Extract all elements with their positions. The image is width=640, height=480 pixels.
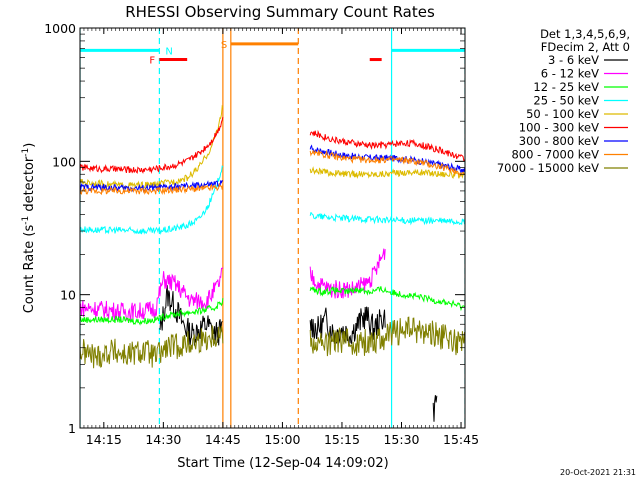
x-tick-label-5: 15:30: [383, 432, 419, 447]
series-line-5-0: [80, 116, 224, 174]
y-label-sup1: -1: [21, 216, 31, 225]
series-line-3-1: [309, 212, 465, 226]
x-tick-label-0: 14:15: [86, 432, 122, 447]
legend-header-2: FDecim 2, Att 0: [541, 40, 630, 54]
legend-label-4: 50 - 100 keV: [526, 107, 599, 121]
series-line-4-0: [80, 104, 224, 191]
annotation-markers: NF S: [80, 40, 465, 67]
legend-label-6: 300 - 800 keV: [519, 134, 599, 148]
series-line-8-0: [80, 325, 224, 369]
footer-timestamp: 20-Oct-2021 21:31: [560, 468, 636, 477]
y-axis-label: Count Rate (s-1 detector-1): [21, 143, 37, 314]
x-tick-label-1: 14:30: [145, 432, 181, 447]
series-line-7-1: [309, 149, 465, 177]
series-line-4-1: [309, 166, 465, 180]
series-line-5-1: [309, 129, 465, 162]
series-line-6-0: [80, 180, 223, 193]
plot-frame: [79, 27, 466, 429]
y-label-mid: detector: [22, 156, 37, 216]
marker-label-S: S: [221, 40, 227, 51]
y-label-sup2: -1: [21, 148, 31, 157]
x-tick-label-3: 15:00: [264, 432, 300, 447]
series-line-2-0: [80, 298, 224, 326]
marker-label-F: F: [149, 56, 155, 67]
x-tick-label-6: 15:45: [443, 432, 479, 447]
legend: Det 1,3,4,5,6,9, FDecim 2, Att 0 3 - 6 k…: [497, 27, 630, 175]
legend-label-7: 800 - 7000 keV: [511, 148, 599, 162]
series-line-6-1: [309, 144, 465, 174]
x-axis-ticks: 14:15 14:30 14:45 15:00 15:15 15:30 15:45: [83, 28, 479, 447]
y-tick-label-1: 10: [60, 288, 76, 303]
series-line-8-1: [309, 316, 465, 357]
series-line-2-1: [309, 286, 465, 312]
y-tick-label-3: 1000: [44, 21, 76, 36]
y-label-end: ): [22, 143, 37, 148]
series-line-1-0: [80, 267, 224, 321]
x-tick-label-2: 14:45: [205, 432, 241, 447]
legend-label-3: 25 - 50 keV: [533, 94, 599, 108]
x-tick-label-4: 15:15: [324, 432, 360, 447]
series-line-3-0: [80, 165, 224, 236]
legend-label-8: 7000 - 15000 keV: [497, 161, 599, 175]
y-tick-label-2: 100: [52, 154, 76, 169]
legend-label-2: 12 - 25 keV: [533, 80, 599, 94]
y-tick-label-0: 1: [68, 421, 76, 436]
legend-label-5: 100 - 300 keV: [519, 121, 599, 135]
chart-title: RHESSI Observing Summary Count Rates: [125, 3, 435, 21]
series-group: [80, 104, 465, 422]
vertical-markers: [80, 28, 465, 428]
legend-label-0: 3 - 6 keV: [548, 53, 599, 67]
series-line-0-2: [432, 395, 438, 422]
legend-header-1: Det 1,3,4,5,6,9,: [540, 27, 630, 41]
legend-label-1: 6 - 12 keV: [541, 67, 599, 81]
marker-label-N: N: [165, 46, 172, 57]
x-axis-label: Start Time (12-Sep-04 14:09:02): [177, 456, 388, 471]
series-line-7-0: [80, 182, 224, 196]
y-label-main: Count Rate (s: [22, 225, 37, 314]
y-axis-ticks: 1 10 100 1000: [44, 21, 465, 436]
